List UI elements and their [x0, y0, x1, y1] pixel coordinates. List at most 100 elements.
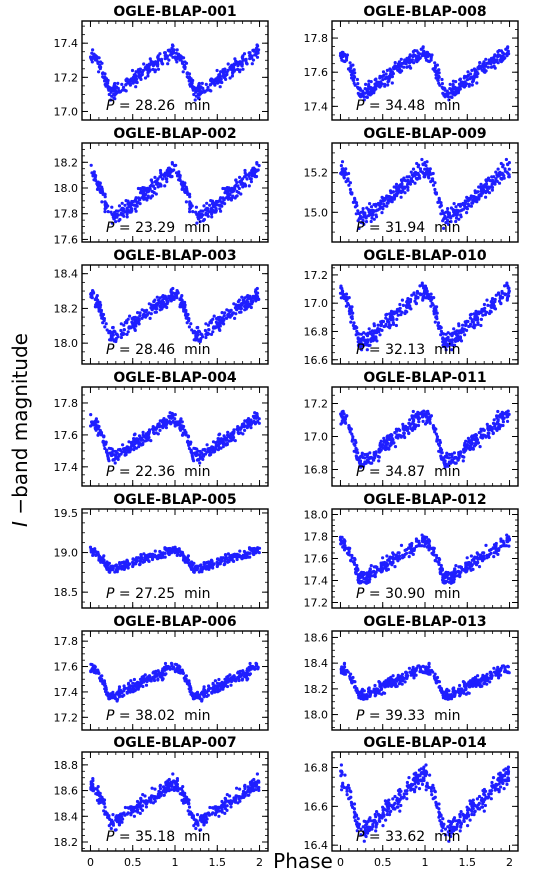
data-point	[506, 51, 510, 55]
data-point	[93, 668, 97, 672]
data-point	[173, 164, 177, 168]
data-point	[188, 195, 192, 199]
data-point	[219, 437, 223, 441]
panel-title: OGLE-BLAP-003	[113, 248, 236, 264]
data-point	[137, 802, 141, 807]
data-point	[192, 824, 196, 828]
data-point	[210, 691, 214, 695]
data-point	[204, 820, 209, 824]
data-point	[202, 89, 206, 93]
data-point	[161, 301, 165, 305]
data-point	[180, 668, 184, 672]
data-point	[206, 332, 211, 336]
data-point	[115, 333, 119, 337]
y-tick-label: 17.4	[54, 461, 79, 474]
data-point	[217, 561, 221, 565]
data-point	[102, 317, 106, 321]
data-point	[132, 808, 136, 812]
data-point	[230, 74, 234, 78]
data-point	[133, 328, 137, 332]
data-point	[216, 322, 220, 326]
data-point	[113, 330, 117, 334]
data-point	[202, 823, 206, 827]
data-point	[450, 95, 454, 99]
data-point	[255, 783, 259, 787]
data-point	[174, 51, 178, 55]
data-point	[225, 191, 229, 195]
data-point	[102, 679, 106, 683]
data-point	[225, 308, 229, 312]
data-point	[107, 92, 111, 97]
data-point	[206, 449, 211, 453]
data-point	[137, 434, 142, 438]
data-point	[506, 163, 510, 167]
data-point	[248, 555, 252, 559]
data-point	[167, 786, 171, 791]
data-point	[179, 417, 183, 421]
data-point	[249, 548, 253, 552]
data-point	[139, 189, 143, 193]
data-point	[220, 316, 224, 320]
data-point	[247, 184, 251, 188]
panel-title: OGLE-BLAP-001	[113, 4, 236, 20]
data-point	[240, 55, 244, 59]
data-point	[146, 555, 150, 559]
data-point	[223, 562, 227, 566]
data-point	[484, 178, 488, 182]
data-point	[377, 84, 381, 88]
data-point	[165, 180, 169, 184]
data-point	[183, 67, 187, 71]
data-point	[448, 82, 452, 86]
data-point	[380, 195, 384, 199]
data-point	[115, 212, 119, 216]
data-point	[125, 212, 129, 216]
data-point	[106, 454, 110, 458]
data-point	[141, 191, 145, 195]
data-point	[353, 83, 357, 87]
data-point	[98, 678, 103, 682]
data-point	[394, 182, 399, 186]
data-point	[126, 201, 130, 206]
data-point	[109, 826, 113, 831]
data-point	[167, 48, 172, 52]
data-point	[250, 62, 254, 66]
data-point	[167, 58, 171, 62]
data-point	[117, 89, 121, 93]
y-tick-label: 18.0	[54, 337, 79, 350]
data-point	[472, 75, 476, 79]
y-tick-label: 17.6	[54, 429, 79, 442]
data-point	[199, 563, 203, 567]
data-point	[355, 77, 359, 82]
data-point	[96, 61, 100, 65]
data-point	[252, 552, 256, 556]
data-point	[102, 434, 106, 438]
data-point	[168, 666, 172, 670]
data-point	[175, 60, 179, 64]
data-point	[365, 91, 369, 95]
data-point	[103, 682, 107, 686]
data-point	[180, 61, 185, 65]
data-point	[103, 195, 107, 199]
data-point	[94, 423, 98, 427]
data-point	[174, 295, 178, 299]
data-point	[232, 429, 236, 433]
data-point	[167, 552, 171, 556]
data-point	[195, 326, 199, 330]
data-point	[254, 661, 258, 666]
y-tick-label: 18.2	[54, 156, 79, 169]
data-point	[175, 782, 179, 786]
data-point	[246, 672, 250, 677]
data-point	[438, 83, 442, 87]
data-point	[129, 204, 133, 208]
data-point	[217, 433, 221, 437]
data-point	[115, 697, 120, 702]
data-point	[478, 61, 482, 65]
data-point	[403, 58, 407, 62]
data-point	[171, 169, 175, 173]
data-point	[208, 563, 212, 567]
data-point	[348, 61, 352, 65]
data-point	[218, 688, 222, 692]
data-point	[248, 788, 252, 792]
data-point	[142, 62, 146, 66]
data-point	[124, 89, 128, 93]
